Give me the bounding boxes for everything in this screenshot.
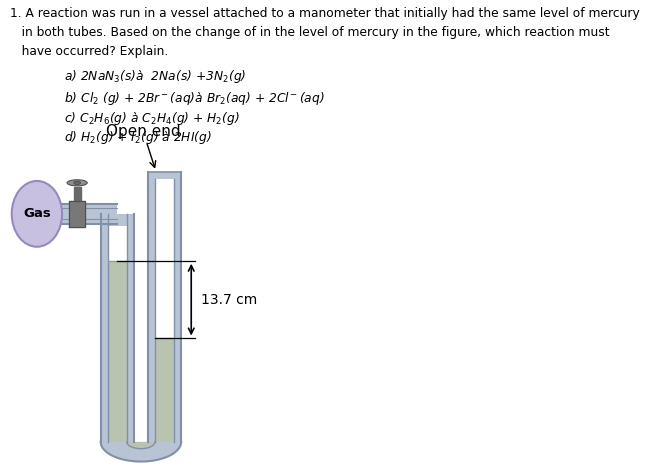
Text: have occurred? Explain.: have occurred? Explain.: [10, 45, 168, 58]
Polygon shape: [148, 179, 155, 442]
Polygon shape: [69, 201, 85, 227]
Polygon shape: [127, 214, 134, 442]
Polygon shape: [155, 338, 174, 442]
Text: a) 2NaN$_3$(s)à  2Na(s) +3N$_2$(g): a) 2NaN$_3$(s)à 2Na(s) +3N$_2$(g): [64, 68, 246, 85]
Text: Open end: Open end: [105, 124, 180, 167]
Polygon shape: [148, 172, 181, 179]
Polygon shape: [101, 214, 134, 226]
Text: in both tubes. Based on the change of in the level of mercury in the figure, whi: in both tubes. Based on the change of in…: [10, 26, 610, 39]
Text: c) C$_2$H$_6$(g) à C$_2$H$_4$(g) + H$_2$(g): c) C$_2$H$_6$(g) à C$_2$H$_4$(g) + H$_2$…: [64, 110, 240, 127]
Polygon shape: [174, 179, 181, 442]
Ellipse shape: [12, 181, 62, 247]
Polygon shape: [127, 442, 155, 449]
Text: Gas: Gas: [23, 207, 51, 220]
Polygon shape: [47, 204, 117, 224]
Polygon shape: [101, 214, 108, 442]
Text: 1. A reaction was run in a vessel attached to a manometer that initially had the: 1. A reaction was run in a vessel attach…: [10, 7, 640, 20]
Text: 13.7 cm: 13.7 cm: [201, 293, 258, 306]
Ellipse shape: [74, 181, 81, 184]
Polygon shape: [108, 261, 127, 442]
Text: b) Cl$_2$ (g) + 2Br$^-$(aq)à Br$_2$(aq) + 2Cl$^-$(aq): b) Cl$_2$ (g) + 2Br$^-$(aq)à Br$_2$(aq) …: [64, 90, 325, 107]
Polygon shape: [101, 442, 181, 462]
Ellipse shape: [67, 180, 87, 186]
Text: d) H$_2$(g) + I$_2$(g) à 2HI(g): d) H$_2$(g) + I$_2$(g) à 2HI(g): [64, 129, 211, 146]
Polygon shape: [74, 187, 81, 201]
